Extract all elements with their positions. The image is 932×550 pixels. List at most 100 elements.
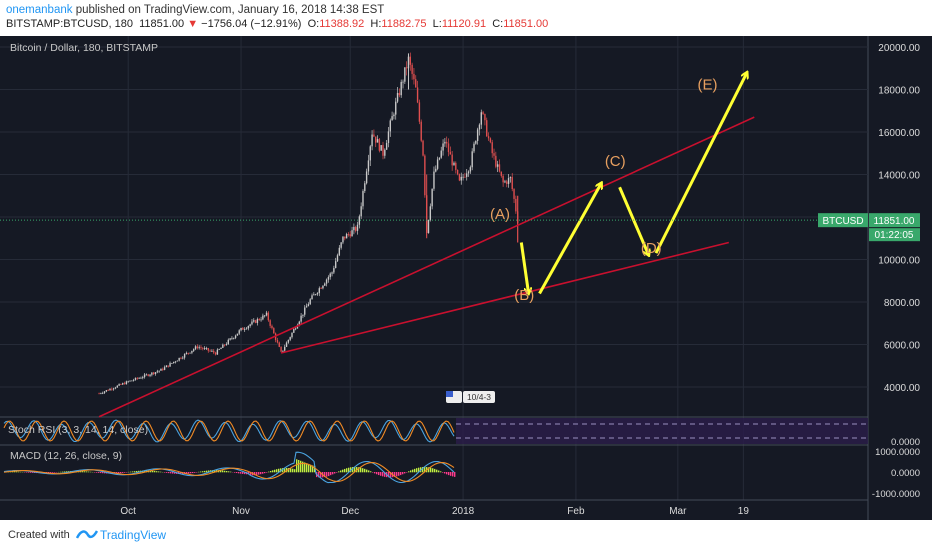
macd-histogram-bar xyxy=(354,466,356,473)
candle-body xyxy=(123,383,126,385)
macd-histogram-bar xyxy=(320,472,322,478)
candle-body xyxy=(238,330,240,334)
candle-body xyxy=(216,349,219,355)
macd-histogram-bar xyxy=(396,472,398,477)
macd-histogram-bar xyxy=(340,470,342,473)
candle-body xyxy=(389,120,391,132)
macd-histogram-bar xyxy=(448,472,450,476)
macd-histogram-bar xyxy=(422,467,424,473)
candle-body xyxy=(304,307,306,315)
candle-body xyxy=(222,344,224,348)
candle-body xyxy=(486,120,488,137)
candle-body xyxy=(200,347,202,349)
macd-histogram-bar xyxy=(174,472,176,474)
tradingview-brand-link[interactable]: TradingView xyxy=(100,528,167,542)
macd-histogram-bar xyxy=(226,470,228,473)
candle-body xyxy=(289,337,291,340)
footer: Created with TradingView xyxy=(0,520,932,550)
macd-histogram-bar xyxy=(296,459,298,473)
candle-body xyxy=(475,140,477,144)
candle-body xyxy=(260,319,262,321)
candle-body xyxy=(214,352,217,355)
candle-body xyxy=(160,368,162,371)
candle-body xyxy=(436,159,439,169)
chart-canvas[interactable]: 20000.0018000.0016000.0014000.0012000.00… xyxy=(0,36,932,520)
candle-body xyxy=(276,340,279,343)
stoch-band xyxy=(456,418,868,444)
close-label: C: xyxy=(492,18,504,30)
candle-body xyxy=(495,155,497,167)
macd-histogram-bar xyxy=(332,472,334,475)
macd-histogram-bar xyxy=(160,471,162,473)
candle-body xyxy=(107,390,109,391)
candle-body xyxy=(313,294,315,296)
candle-body xyxy=(371,134,373,147)
candle-body xyxy=(387,131,390,143)
candle-body xyxy=(152,372,155,375)
macd-histogram-bar xyxy=(410,470,412,473)
candle-body xyxy=(267,312,270,321)
candle-body xyxy=(453,162,455,166)
open-label: O: xyxy=(307,18,320,30)
candle-body xyxy=(207,348,209,351)
chart-area[interactable]: 20000.0018000.0016000.0014000.0012000.00… xyxy=(0,36,932,520)
macd-histogram-bar xyxy=(136,470,138,473)
candle-body xyxy=(203,348,206,349)
candle-body xyxy=(449,152,452,155)
candle-body xyxy=(338,247,341,256)
macd-histogram-bar xyxy=(294,469,296,473)
candle-body xyxy=(138,377,140,379)
macd-histogram-bar xyxy=(134,471,136,473)
macd-histogram-bar xyxy=(104,472,106,474)
macd-histogram-bar xyxy=(434,468,436,473)
candle-body xyxy=(456,169,459,175)
macd-histogram-bar xyxy=(54,472,56,473)
macd-histogram-bar xyxy=(52,472,54,473)
candle-body xyxy=(416,87,419,103)
candle-body xyxy=(347,234,350,235)
candle-body xyxy=(307,304,310,307)
candle-body xyxy=(422,140,424,156)
candle-body xyxy=(349,234,351,237)
candle-body xyxy=(176,360,179,362)
candle-body xyxy=(373,134,375,137)
author-link[interactable]: onemanbank xyxy=(6,4,73,16)
wave-label: (A) xyxy=(490,206,510,223)
macd-histogram-bar xyxy=(308,464,310,473)
candle-body xyxy=(329,273,331,278)
chart-background xyxy=(0,36,932,520)
macd-histogram-bar xyxy=(220,470,222,473)
candle-body xyxy=(120,384,122,385)
candle-body xyxy=(220,347,222,350)
macd-histogram-bar xyxy=(400,472,402,476)
macd-histogram-bar xyxy=(324,472,326,478)
y-tick-label: 20000.00 xyxy=(878,43,920,54)
candle-body xyxy=(340,242,342,248)
candle-body xyxy=(504,181,506,183)
candle-body xyxy=(424,155,426,196)
candle-body xyxy=(98,393,100,395)
macd-histogram-bar xyxy=(360,467,362,473)
candle-body xyxy=(325,279,328,284)
candle-body xyxy=(132,379,135,381)
candle-body xyxy=(334,261,337,269)
wave-label: (C) xyxy=(605,153,626,170)
stoch-tick: 0.0000 xyxy=(891,437,920,448)
candle-body xyxy=(269,320,271,326)
macd-histogram-bar xyxy=(50,472,52,473)
macd-histogram-bar xyxy=(156,471,158,473)
candle-body xyxy=(435,168,437,172)
macd-histogram-bar xyxy=(236,472,238,474)
macd-histogram-bar xyxy=(394,472,396,477)
candle-body xyxy=(367,160,370,172)
macd-histogram-bar xyxy=(352,467,354,473)
candle-body xyxy=(291,332,293,338)
candle-body xyxy=(171,363,173,364)
macd-histogram-bar xyxy=(84,471,86,473)
candle-body xyxy=(145,374,148,376)
candle-body xyxy=(378,139,381,151)
macd-histogram-bar xyxy=(132,471,134,473)
candle-body xyxy=(100,393,102,395)
candle-body xyxy=(109,388,111,391)
macd-histogram-bar xyxy=(204,470,206,473)
